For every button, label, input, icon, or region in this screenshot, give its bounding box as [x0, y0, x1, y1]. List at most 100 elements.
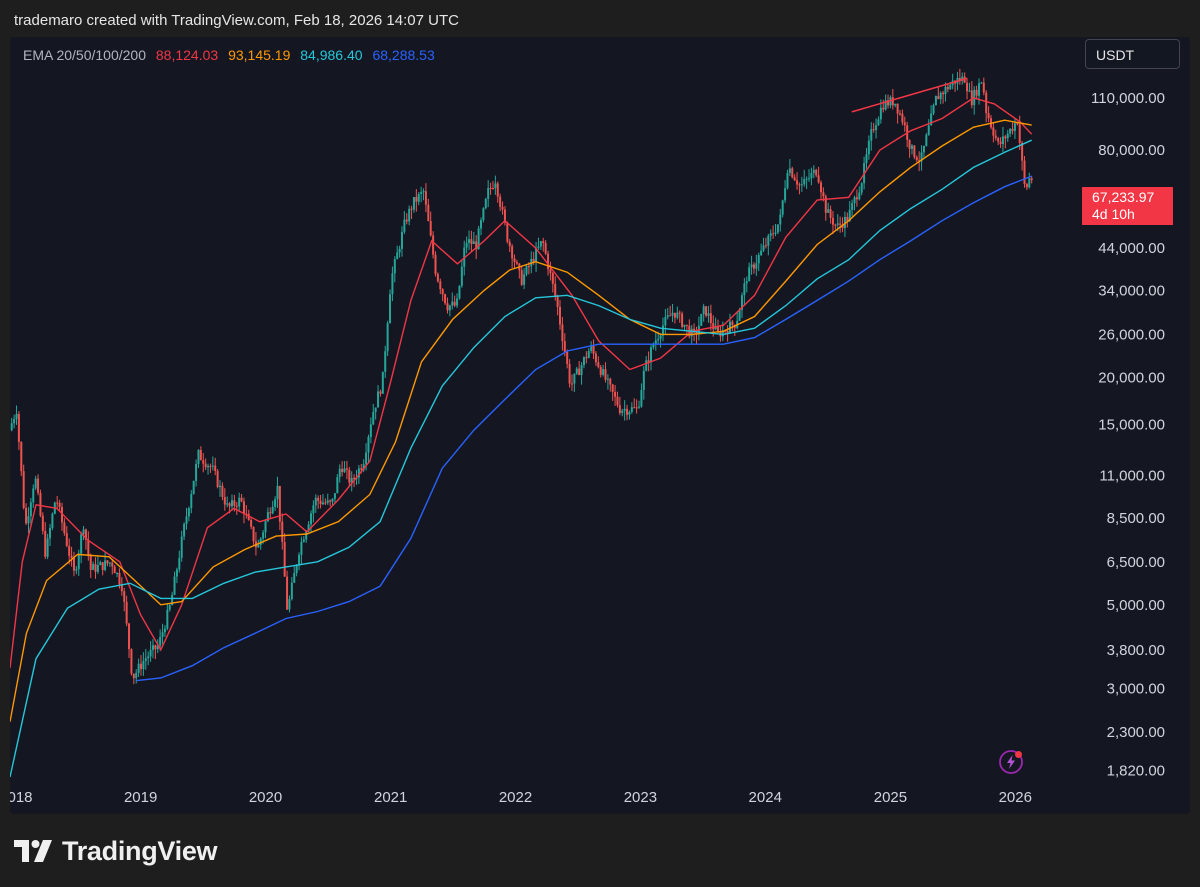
ema-lines [10, 97, 1033, 778]
x-tick-label: 2021 [374, 789, 407, 806]
candle-body [1021, 142, 1024, 161]
candle-body [89, 554, 92, 570]
candle-body [793, 177, 796, 181]
candle-body [853, 197, 856, 204]
candle-body [259, 538, 262, 545]
candle-body [630, 407, 633, 412]
candle-body [508, 241, 511, 247]
candle-body [199, 450, 202, 461]
candle-body [824, 196, 827, 213]
candle-body [398, 248, 401, 253]
candle-body [374, 407, 377, 413]
candle-body [788, 168, 791, 174]
candle-body [901, 113, 904, 123]
candle-body [913, 145, 916, 158]
candle-body [324, 502, 327, 504]
candle-body [27, 516, 30, 524]
candle-body [604, 369, 607, 380]
indicator-legend[interactable]: EMA 20/50/100/200 88,124.03 93,145.19 84… [23, 47, 441, 63]
candle-body [264, 521, 267, 533]
candle-body [219, 485, 222, 488]
candle-body [506, 222, 509, 242]
candle-body [712, 323, 715, 330]
candle-body [84, 529, 87, 540]
candle-body [645, 360, 648, 371]
candle-body [278, 485, 281, 522]
y-tick-label: 15,000.00 [1098, 417, 1165, 434]
candle-body [319, 500, 322, 505]
candle-body [99, 562, 102, 566]
currency-button[interactable]: USDT [1085, 39, 1180, 69]
candle-body [932, 105, 935, 114]
candle-body [887, 100, 890, 106]
candle-body [865, 154, 868, 164]
candle-body [937, 96, 940, 100]
candle-body [377, 391, 380, 408]
candle-body [37, 478, 40, 493]
candle-body [822, 192, 825, 197]
candle-body [547, 253, 550, 270]
candle-body [357, 468, 360, 478]
candle-body [915, 157, 918, 161]
candle-body [834, 224, 837, 226]
candle-body [135, 672, 138, 679]
candle-body [539, 241, 542, 247]
candle-body [108, 562, 111, 564]
candle-body [774, 232, 777, 234]
candle-body [738, 309, 741, 321]
ema20-value: 88,124.03 [155, 47, 219, 63]
candle-body [942, 92, 945, 95]
candle-body [92, 564, 95, 570]
candle-body [930, 113, 933, 126]
candle-body [851, 203, 854, 210]
candle-body [331, 498, 334, 502]
candle-body [568, 363, 571, 384]
candle-body [20, 442, 23, 472]
candle-body [228, 503, 231, 507]
candle-body [444, 294, 447, 304]
candle-body [556, 296, 559, 307]
candle-body [781, 200, 784, 215]
candle-body [559, 306, 562, 325]
candle-body [312, 505, 315, 514]
candle-body [683, 324, 686, 327]
y-tick-label: 80,000.00 [1098, 142, 1165, 159]
ema100-value: 84,986.40 [300, 47, 363, 63]
candle-body [240, 497, 243, 502]
candle-body [843, 216, 846, 229]
candle-body [1016, 123, 1019, 125]
candle-body [566, 351, 569, 364]
candle-body [666, 315, 669, 318]
candle-body [106, 560, 109, 564]
candle-body [882, 107, 885, 110]
candle-body [207, 465, 210, 468]
candle-body [489, 187, 492, 189]
candle-body [288, 599, 291, 610]
candle-body [434, 254, 437, 275]
candle-body [642, 370, 645, 391]
candle-body [271, 506, 274, 514]
candle-body [784, 188, 787, 201]
candle-body [894, 103, 897, 106]
candle-body [422, 191, 425, 193]
tradingview-logo[interactable]: TradingView [14, 834, 218, 868]
candle-body [314, 497, 317, 506]
candle-body [221, 485, 224, 498]
candle-body [329, 500, 332, 502]
candle-body [204, 463, 207, 468]
candle-body [276, 485, 279, 500]
candle-body [230, 500, 233, 507]
price-chart[interactable]: 201820192020202120222023202420252026 140… [10, 37, 1190, 814]
candle-body [714, 326, 717, 330]
chart-area[interactable]: 201820192020202120222023202420252026 140… [10, 37, 1190, 814]
candle-body [281, 521, 284, 542]
lightning-bolt-icon[interactable] [998, 749, 1024, 775]
candle-body [101, 562, 104, 570]
candle-body [573, 373, 576, 384]
candle-body [350, 477, 353, 483]
candle-body [44, 530, 47, 557]
candle-body [870, 129, 873, 141]
ema-line-1 [10, 97, 1033, 669]
candle-body [113, 566, 116, 574]
candle-body [173, 576, 176, 595]
